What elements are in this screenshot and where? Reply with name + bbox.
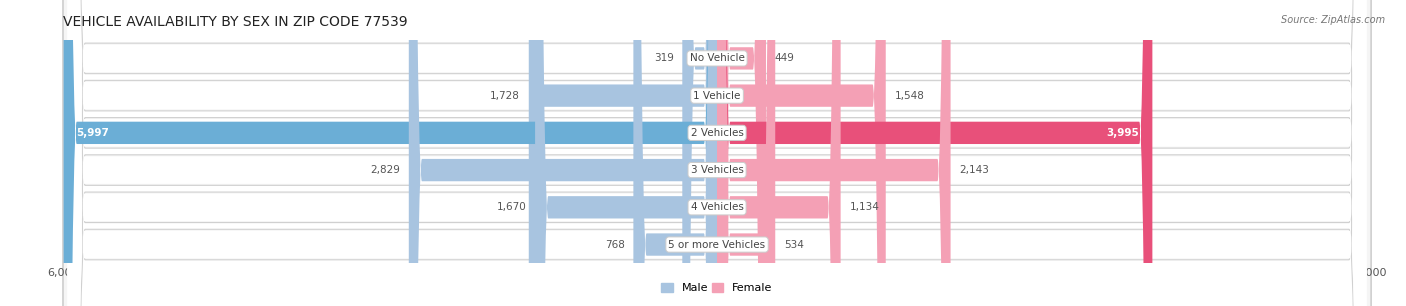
FancyBboxPatch shape [67, 0, 1367, 306]
Text: 534: 534 [785, 240, 804, 250]
Text: 3 Vehicles: 3 Vehicles [690, 165, 744, 175]
Text: 4 Vehicles: 4 Vehicles [690, 202, 744, 212]
FancyBboxPatch shape [717, 0, 766, 306]
Text: 2,829: 2,829 [370, 165, 401, 175]
Text: 1 Vehicle: 1 Vehicle [693, 91, 741, 101]
Text: 2,143: 2,143 [959, 165, 990, 175]
Text: 1,728: 1,728 [491, 91, 520, 101]
FancyBboxPatch shape [63, 0, 717, 306]
FancyBboxPatch shape [633, 0, 717, 306]
FancyBboxPatch shape [63, 0, 1371, 306]
FancyBboxPatch shape [536, 0, 717, 306]
Text: 449: 449 [775, 53, 794, 63]
Text: Source: ZipAtlas.com: Source: ZipAtlas.com [1281, 15, 1385, 25]
Text: 768: 768 [605, 240, 624, 250]
FancyBboxPatch shape [717, 0, 1153, 306]
FancyBboxPatch shape [63, 0, 1371, 306]
FancyBboxPatch shape [409, 0, 717, 306]
Text: 2 Vehicles: 2 Vehicles [690, 128, 744, 138]
Text: No Vehicle: No Vehicle [689, 53, 745, 63]
Text: 5 or more Vehicles: 5 or more Vehicles [668, 240, 766, 250]
FancyBboxPatch shape [717, 0, 950, 306]
FancyBboxPatch shape [717, 0, 841, 306]
FancyBboxPatch shape [63, 0, 1371, 306]
FancyBboxPatch shape [63, 0, 1371, 306]
FancyBboxPatch shape [67, 0, 1367, 306]
Text: 319: 319 [654, 53, 673, 63]
Text: 1,670: 1,670 [496, 202, 526, 212]
FancyBboxPatch shape [717, 0, 775, 306]
Text: 1,134: 1,134 [849, 202, 879, 212]
FancyBboxPatch shape [529, 0, 717, 306]
FancyBboxPatch shape [67, 0, 1367, 306]
FancyBboxPatch shape [67, 0, 1367, 306]
FancyBboxPatch shape [67, 0, 1367, 306]
FancyBboxPatch shape [67, 0, 1367, 306]
FancyBboxPatch shape [63, 0, 1371, 306]
Text: 3,995: 3,995 [1107, 128, 1139, 138]
FancyBboxPatch shape [717, 0, 886, 306]
Text: VEHICLE AVAILABILITY BY SEX IN ZIP CODE 77539: VEHICLE AVAILABILITY BY SEX IN ZIP CODE … [63, 15, 408, 29]
Legend: Male, Female: Male, Female [657, 278, 778, 298]
FancyBboxPatch shape [63, 0, 1371, 306]
Text: 1,548: 1,548 [894, 91, 924, 101]
FancyBboxPatch shape [682, 0, 717, 306]
Text: 5,997: 5,997 [77, 128, 110, 138]
